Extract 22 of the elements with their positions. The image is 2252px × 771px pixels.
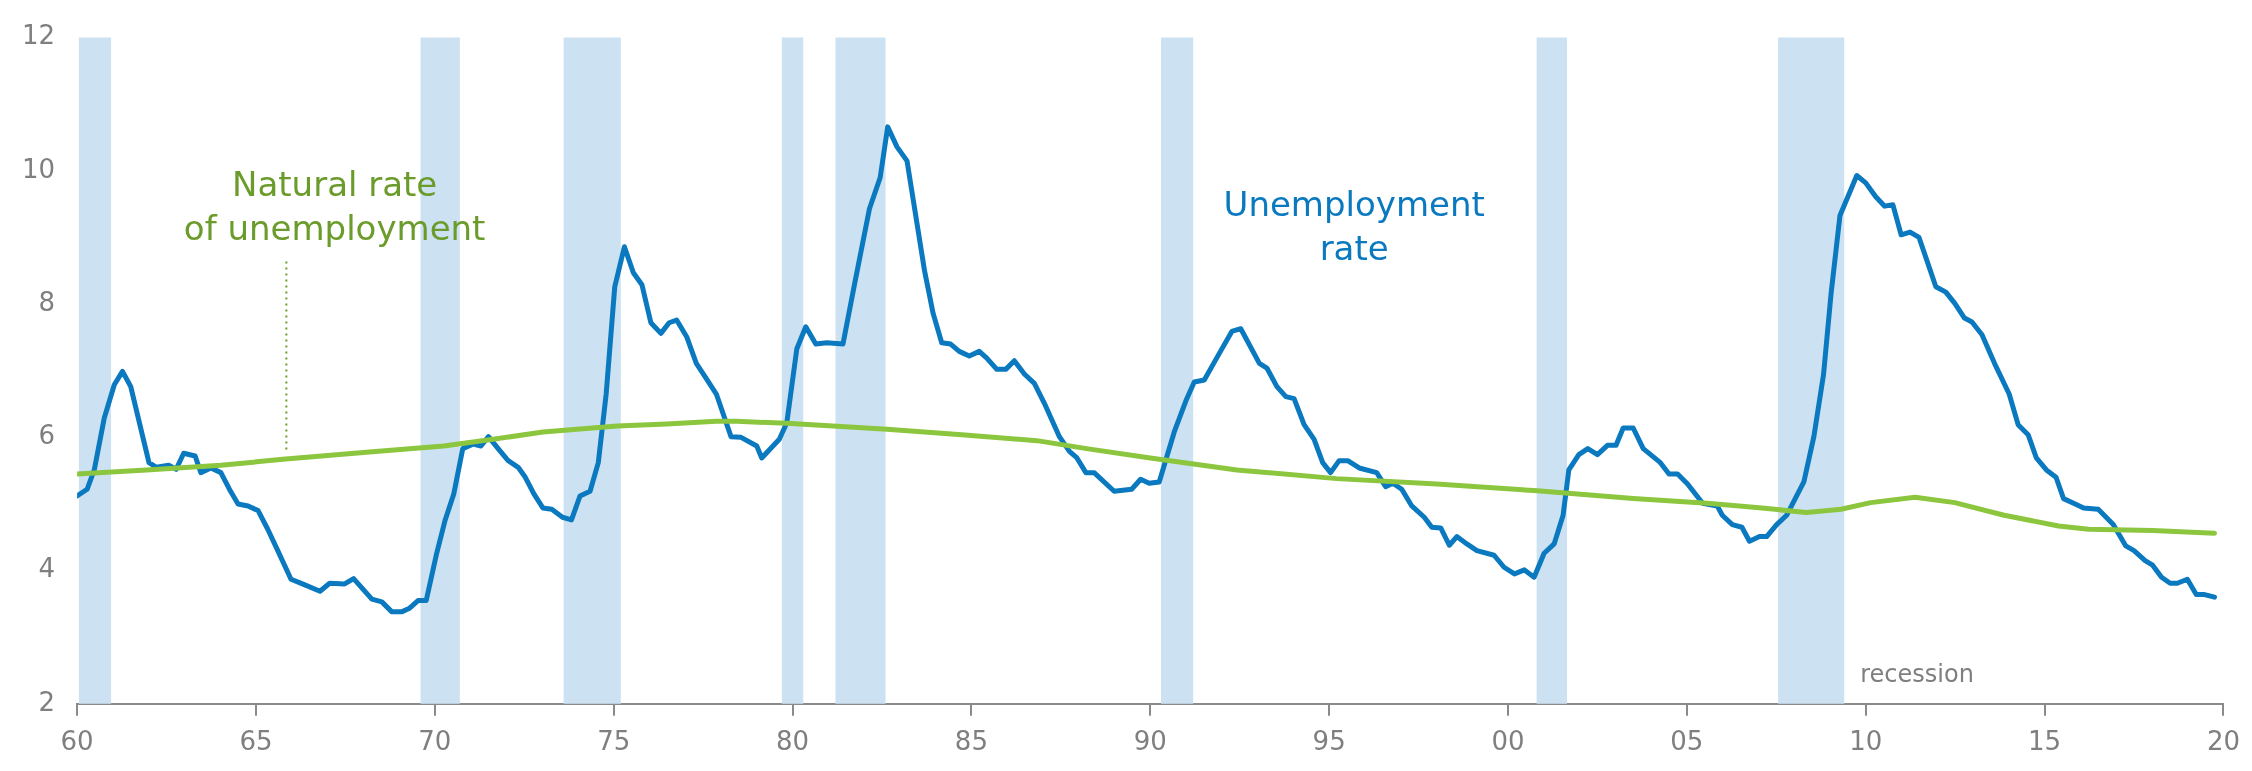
x-tick-label: 75	[597, 726, 631, 757]
x-tick-label: 90	[1133, 726, 1167, 757]
x-tick-label: 95	[1312, 726, 1346, 757]
series-label: Unemployment rate	[1223, 184, 1485, 269]
y-tick-label: 12	[21, 20, 56, 51]
x-tick-label: 10	[1849, 726, 1883, 757]
text: Natural rate of unemployment	[183, 164, 486, 249]
x-tick-label: 20	[2206, 726, 2240, 757]
x-tick-label: 85	[954, 726, 988, 757]
y-tick-label: 8	[38, 286, 56, 317]
band-label: recession	[1860, 660, 1974, 689]
x-tick-label: 00	[1491, 726, 1525, 757]
x-tick-label: 70	[418, 726, 452, 757]
y-tick-label: 10	[21, 153, 56, 184]
x-tick-label: 65	[239, 726, 273, 757]
y-tick-label: 2	[38, 686, 56, 717]
y-tick-label: 4	[38, 553, 56, 584]
x-tick-label: 60	[60, 726, 94, 757]
y-tick-label: 6	[38, 420, 56, 451]
x-tick-label: 80	[776, 726, 810, 757]
x-tick-label: 15	[2028, 726, 2062, 757]
x-tick-label: 05	[1670, 726, 1704, 757]
